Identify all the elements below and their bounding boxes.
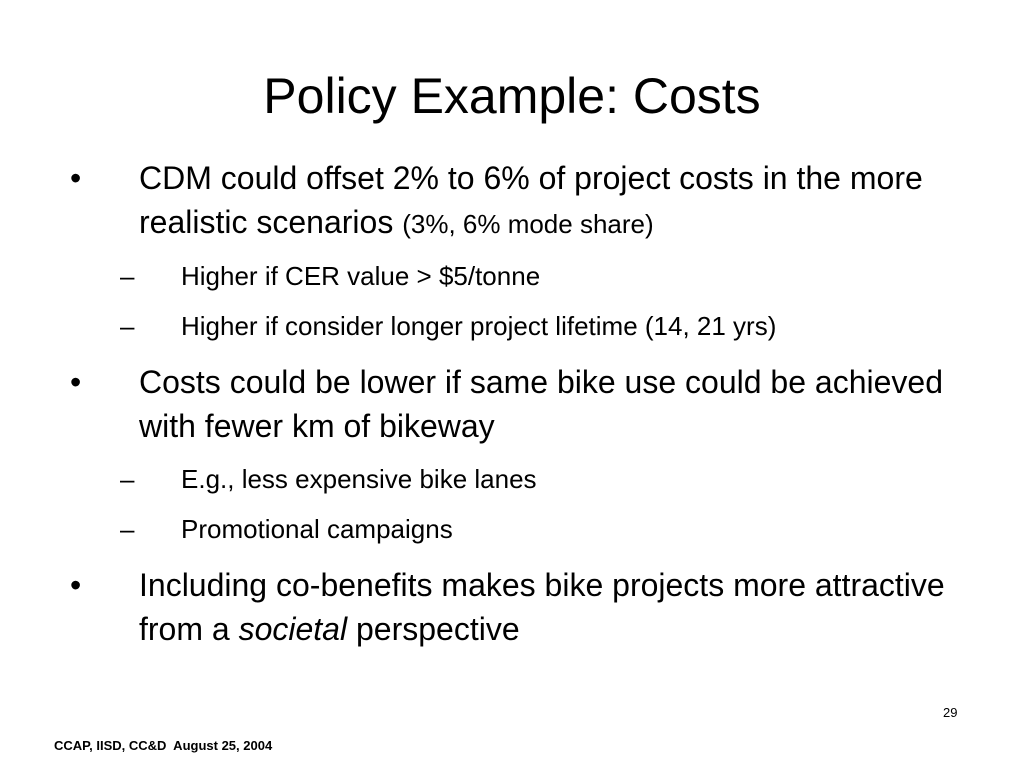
- footer-text: CCAP, IISD, CC&D August 25, 2004: [54, 738, 273, 753]
- sub-bullet-marker: –: [120, 261, 135, 291]
- bullet-marker: •: [70, 160, 82, 196]
- bullet-text-start: Including co-benefits makes bike project…: [139, 567, 945, 647]
- bullet-note: (3%, 6% mode share): [402, 209, 654, 239]
- slide-title: Policy Example: Costs: [263, 68, 761, 124]
- sub-bullet-text: E.g., less expensive bike lanes: [181, 464, 537, 494]
- bullet-text: Costs could be lower if same bike use co…: [139, 364, 943, 444]
- sub-bullet-text: Promotional campaigns: [181, 514, 453, 544]
- bullet-text: CDM could offset 2% to 6% of project cos…: [139, 156, 999, 246]
- sub-bullet-text: Higher if CER value > $5/tonne: [181, 261, 541, 291]
- bullet-marker: •: [70, 567, 82, 603]
- bullet-text-italic: societal: [238, 611, 348, 647]
- sub-bullet-marker: –: [120, 464, 135, 494]
- bullet-main-text: CDM could offset 2% to 6% of project cos…: [139, 160, 923, 240]
- sub-bullet-marker: –: [120, 311, 135, 341]
- bullet-text: Including co-benefits makes bike project…: [139, 563, 999, 651]
- sub-bullet-text: Higher if consider longer project lifeti…: [181, 311, 777, 341]
- bullet-marker: •: [70, 364, 82, 400]
- page-number: 29: [943, 705, 958, 720]
- sub-bullet-marker: –: [120, 514, 135, 544]
- bullet-text-end: perspective: [355, 611, 520, 647]
